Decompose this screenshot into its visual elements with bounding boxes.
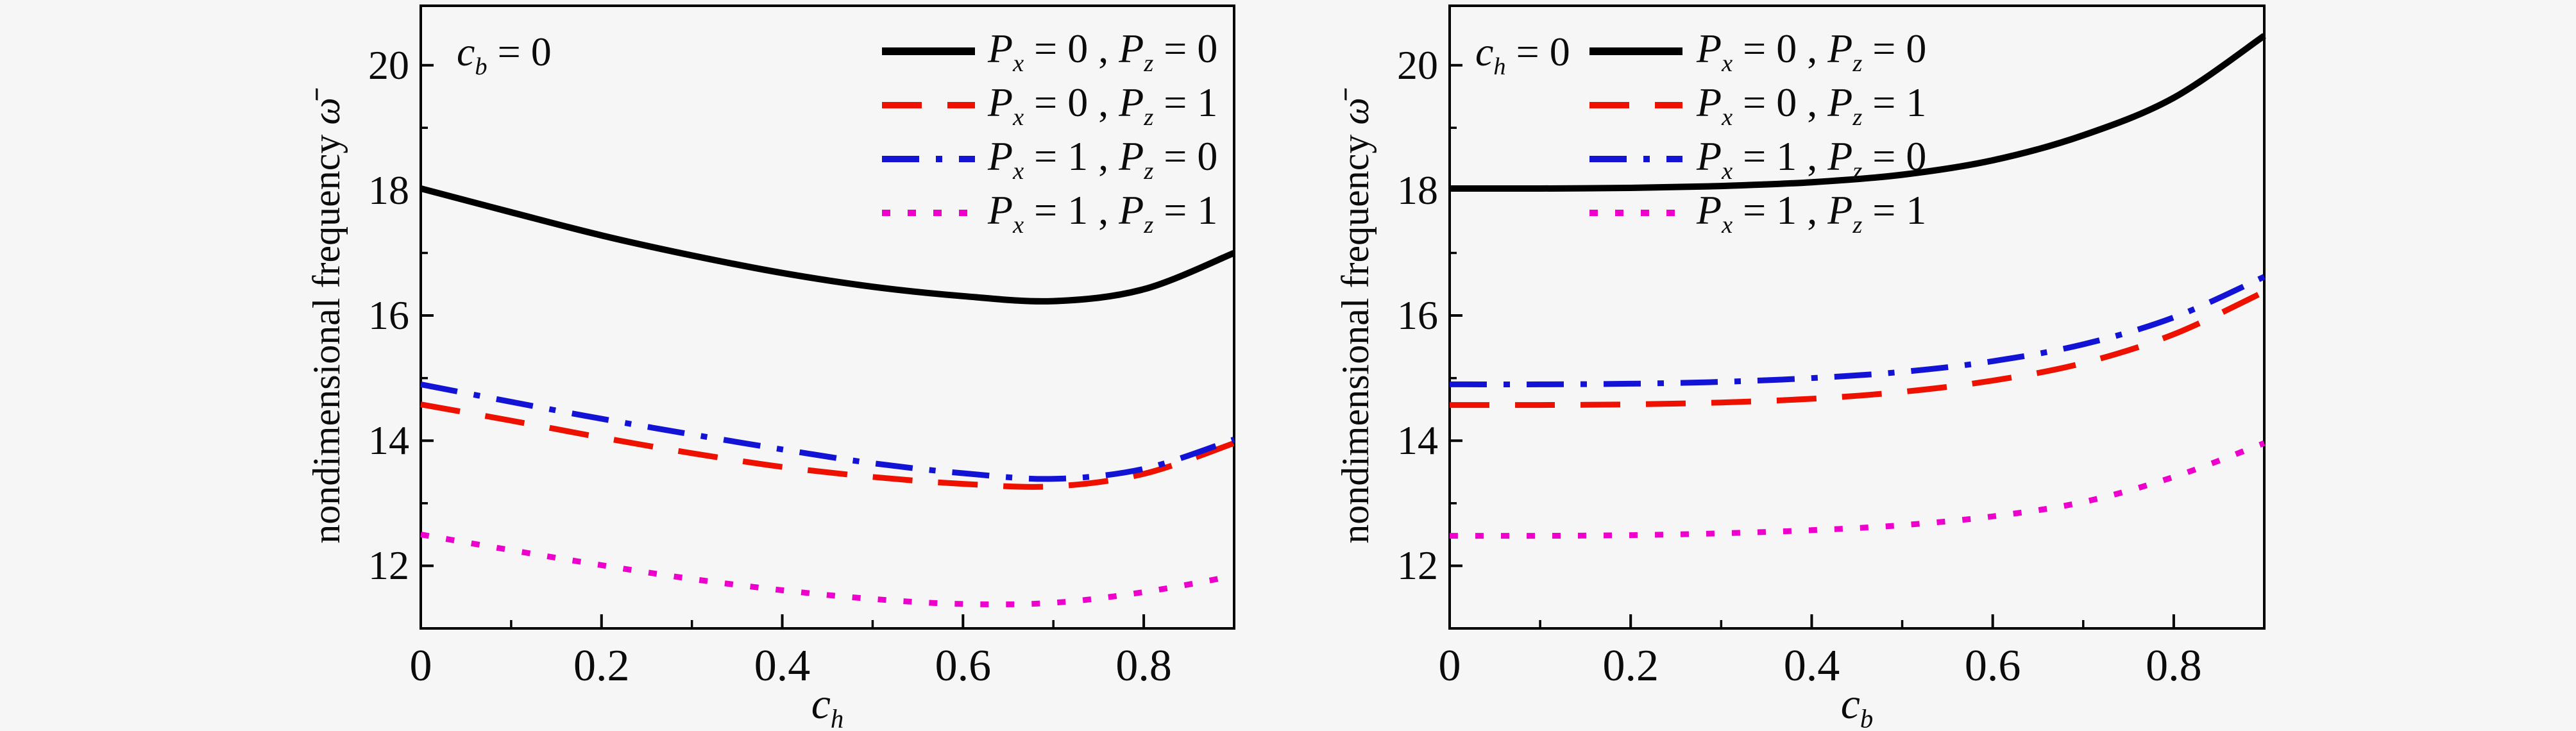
x-tick-label: 0.4 bbox=[1783, 641, 1840, 691]
curve-right-plot-series-1 bbox=[1449, 289, 2266, 408]
omega-bar-symbol-left: ω̄ bbox=[305, 97, 348, 125]
y-tick-label: 18 bbox=[368, 167, 409, 213]
legend-item-left-plot-3: Px = 1 , Pz = 1 bbox=[988, 187, 1218, 239]
plot-border-left-plot bbox=[419, 4, 1235, 630]
y-tick-label: 14 bbox=[368, 417, 409, 464]
y-tick-label: 12 bbox=[368, 542, 409, 589]
legend-item-right-plot-1: Px = 0 , Pz = 1 bbox=[1697, 80, 1927, 131]
curve-right-plot-series-3 bbox=[1449, 440, 2266, 539]
x-tick-label: 0.6 bbox=[1964, 641, 2021, 691]
x-tick-label: 0.8 bbox=[1115, 641, 1172, 691]
x-tick-label: 0.6 bbox=[935, 641, 992, 691]
x-tick-label: 0 bbox=[409, 641, 432, 691]
x-tick-label: 0 bbox=[1438, 641, 1461, 691]
plot-border-right-plot bbox=[1448, 4, 2266, 630]
curve-right-plot-series-2 bbox=[1449, 274, 2266, 387]
annotation-cb-equals-0: cb = 0 bbox=[457, 29, 552, 80]
y-tick-label: 16 bbox=[368, 292, 409, 339]
curve-left-plot-series-2 bbox=[420, 381, 1235, 482]
curve-right-plot-series-0 bbox=[1449, 33, 2266, 192]
y-tick-label: 20 bbox=[1397, 42, 1438, 88]
legend-item-right-plot-2: Px = 1 , Pz = 0 bbox=[1697, 133, 1927, 185]
y-tick-label: 18 bbox=[1397, 167, 1438, 213]
y-tick-label: 12 bbox=[1397, 542, 1438, 589]
x-axis-label-right: cb bbox=[1840, 679, 1874, 731]
y-tick-label: 14 bbox=[1397, 417, 1438, 464]
curve-left-plot-series-3 bbox=[420, 532, 1235, 608]
y-tick-label: 16 bbox=[1397, 292, 1438, 339]
x-axis-label-left: ch bbox=[811, 679, 844, 731]
x-tick-label: 0.2 bbox=[573, 641, 630, 691]
legend-item-left-plot-1: Px = 0 , Pz = 1 bbox=[988, 80, 1218, 131]
legend-item-right-plot-0: Px = 0 , Pz = 0 bbox=[1697, 26, 1927, 77]
x-tick-label: 0.4 bbox=[754, 641, 811, 691]
x-tick-label: 0.8 bbox=[2146, 641, 2202, 691]
curve-left-plot-series-1 bbox=[420, 401, 1235, 490]
omega-bar-symbol-right: ω̄ bbox=[1334, 97, 1377, 125]
x-tick-label: 0.2 bbox=[1602, 641, 1659, 691]
legend-item-left-plot-2: Px = 1 , Pz = 0 bbox=[988, 133, 1218, 185]
annotation-ch-equals-0: ch = 0 bbox=[1475, 29, 1570, 80]
legend-item-right-plot-3: Px = 1 , Pz = 1 bbox=[1697, 187, 1927, 239]
legend-item-left-plot-0: Px = 0 , Pz = 0 bbox=[988, 26, 1218, 77]
curve-left-plot-series-0 bbox=[419, 185, 1235, 305]
y-tick-label: 20 bbox=[368, 42, 409, 88]
